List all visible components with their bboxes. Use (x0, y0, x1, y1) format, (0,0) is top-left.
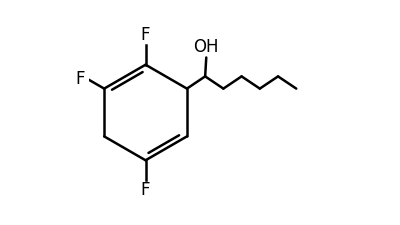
Text: F: F (75, 70, 85, 88)
Text: OH: OH (194, 38, 219, 56)
Text: F: F (141, 181, 150, 199)
Text: F: F (141, 26, 150, 44)
